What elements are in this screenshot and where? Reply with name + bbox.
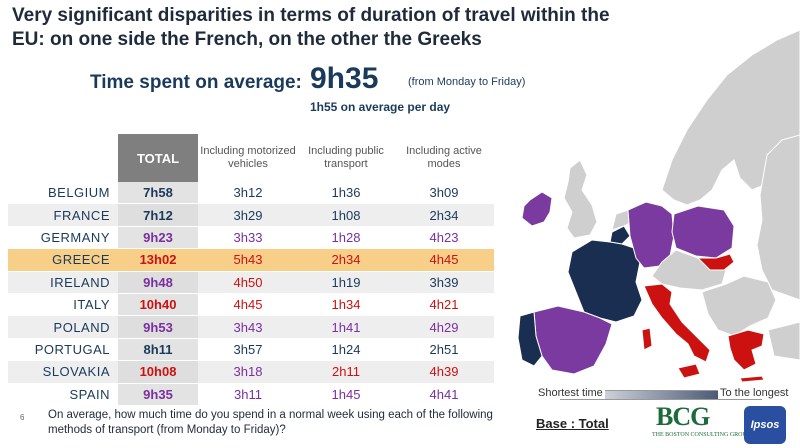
motorized-value: 4h45 — [198, 293, 298, 317]
country-name: SPAIN — [8, 383, 118, 406]
active-value: 3h09 — [394, 182, 494, 205]
travel-time-table: TOTAL Including motorized vehicles Inclu… — [8, 134, 494, 406]
map-netherlands — [611, 209, 633, 231]
active-value: 4h39 — [394, 360, 494, 384]
map-italy — [643, 283, 711, 363]
map-greece — [727, 329, 765, 371]
legend-right-label: To the longest — [718, 387, 791, 399]
header-country — [8, 134, 118, 182]
slide-title: Very significant disparities in terms of… — [12, 5, 610, 50]
country-name: GERMANY — [8, 226, 118, 250]
motorized-value: 4h50 — [198, 271, 298, 294]
country-name: IRELAND — [8, 271, 118, 294]
public-value: 1h28 — [298, 226, 394, 250]
country-name: BELGIUM — [8, 182, 118, 205]
country-name: POLAND — [8, 315, 118, 339]
average-per-day: 1h55 on average per day — [310, 100, 451, 114]
map-poland — [671, 205, 735, 259]
table-header-row: TOTAL Including motorized vehicles Inclu… — [8, 134, 494, 182]
motorized-value: 3h18 — [198, 360, 298, 384]
ipsos-logo: Ipsos — [744, 406, 786, 444]
active-value: 4h45 — [394, 248, 494, 272]
table-row: GERMANY 9h23 3h33 1h28 4h23 — [8, 226, 494, 250]
header-total: TOTAL — [118, 134, 198, 182]
public-value: 2h11 — [298, 360, 394, 384]
public-value: 1h36 — [298, 182, 394, 205]
europe-map — [517, 29, 800, 383]
country-name: ITALY — [8, 293, 118, 317]
map-central-europe — [651, 249, 727, 291]
survey-question: On average, how much time do you spend i… — [48, 409, 493, 436]
header-public: Including public transport — [308, 145, 384, 170]
map-france — [567, 239, 643, 323]
motorized-value: 3h29 — [198, 203, 298, 227]
total-value: 7h12 — [118, 203, 198, 227]
map-portugal — [517, 311, 543, 367]
average-label: Time spent on average: — [90, 72, 302, 93]
map-finland-russia — [756, 134, 800, 301]
table-row: FRANCE 7h12 3h29 1h08 2h34 — [8, 203, 494, 227]
country-name: PORTUGAL — [8, 338, 118, 362]
table-row: ITALY 10h40 4h45 1h34 4h21 — [8, 293, 494, 317]
active-value: 2h51 — [394, 338, 494, 362]
total-value: 9h35 — [118, 383, 198, 406]
total-value: 7h58 — [118, 182, 198, 205]
total-value: 13h02 — [118, 248, 198, 272]
country-name: SLOVAKIA — [8, 360, 118, 384]
active-value: 2h34 — [394, 203, 494, 227]
motorized-value: 3h12 — [198, 182, 298, 205]
country-name: FRANCE — [8, 203, 118, 227]
header-motorized: Including motorized vehicles — [200, 145, 296, 170]
public-value: 1h34 — [298, 293, 394, 317]
total-value: 10h08 — [118, 360, 198, 384]
base-label: Base : Total — [536, 416, 609, 431]
table-row: POLAND 9h53 3h43 1h41 4h29 — [8, 315, 494, 339]
map-slovakia — [696, 253, 735, 271]
active-value: 4h41 — [394, 383, 494, 406]
page-number: 6 — [20, 413, 25, 422]
map-crete — [739, 375, 765, 383]
country-name: GREECE — [8, 248, 118, 272]
public-value: 1h45 — [298, 383, 394, 406]
table-row: SPAIN 9h35 3h11 1h45 4h41 — [8, 383, 494, 406]
total-value: 9h53 — [118, 315, 198, 339]
table-row: IRELAND 9h48 4h50 1h19 3h39 — [8, 271, 494, 294]
header-active: Including active modes — [406, 145, 482, 170]
bcg-logo: BCG — [656, 402, 710, 431]
active-value: 4h29 — [394, 315, 494, 339]
active-value: 3h39 — [394, 271, 494, 294]
map-sicily — [677, 363, 701, 379]
table-row: SLOVAKIA 10h08 3h18 2h11 4h39 — [8, 360, 494, 384]
total-value: 8h11 — [118, 338, 198, 362]
bcg-logo-subtitle: THE BOSTON CONSULTING GROUP — [652, 432, 751, 438]
public-value: 1h41 — [298, 315, 394, 339]
public-value: 1h24 — [298, 338, 394, 362]
motorized-value: 3h33 — [198, 226, 298, 250]
motorized-value: 3h43 — [198, 315, 298, 339]
active-value: 4h21 — [394, 293, 494, 317]
active-value: 4h23 — [394, 226, 494, 250]
map-turkey — [767, 321, 800, 361]
motorized-value: 3h11 — [198, 383, 298, 406]
table-row-highlighted: GREECE 13h02 5h43 2h34 4h45 — [8, 248, 494, 272]
motorized-value: 3h57 — [198, 338, 298, 362]
public-value: 1h19 — [298, 271, 394, 294]
motorized-value: 5h43 — [198, 248, 298, 272]
map-uk — [563, 159, 598, 239]
table-row: PORTUGAL 8h11 3h57 1h24 2h51 — [8, 338, 494, 362]
total-value: 9h48 — [118, 271, 198, 294]
map-sardinia — [641, 327, 653, 351]
map-ireland — [521, 191, 553, 227]
average-value: 9h35 — [310, 62, 379, 95]
average-note: (from Monday to Friday) — [408, 76, 526, 88]
legend-left-label: Shortest time — [536, 387, 605, 399]
map-balkans — [701, 275, 777, 337]
public-value: 1h08 — [298, 203, 394, 227]
table-row: BELGIUM 7h58 3h12 1h36 3h09 — [8, 182, 494, 205]
public-value: 2h34 — [298, 248, 394, 272]
total-value: 9h23 — [118, 226, 198, 250]
total-value: 10h40 — [118, 293, 198, 317]
